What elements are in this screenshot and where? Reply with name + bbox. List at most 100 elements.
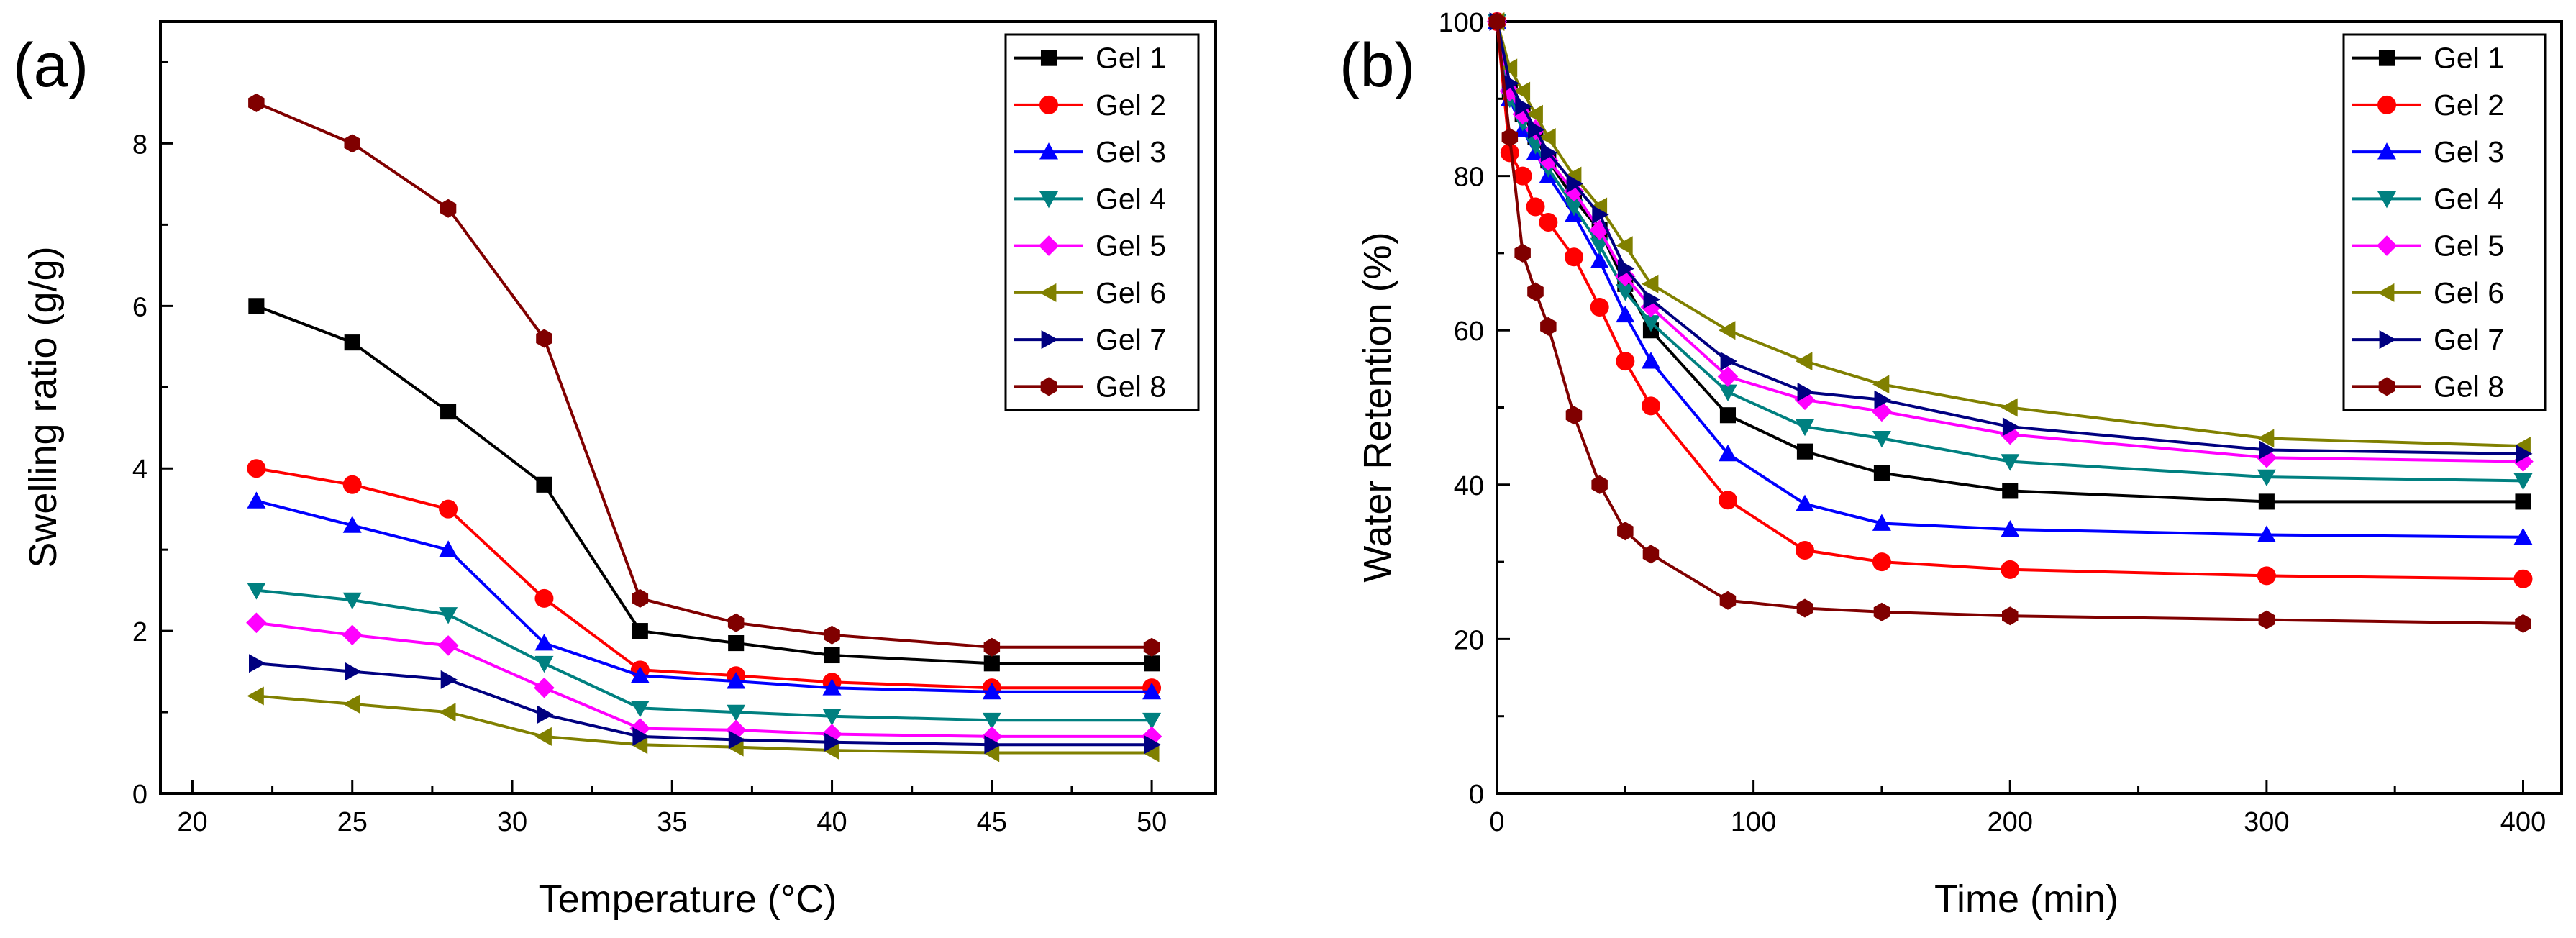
data-point: [1617, 522, 1634, 541]
data-point: [1796, 494, 1814, 511]
data-point: [440, 670, 458, 689]
y-tick-label: 6: [132, 292, 147, 322]
legend-marker: [2379, 330, 2396, 350]
legend-label: Gel 7: [1096, 323, 1166, 356]
data-point: [246, 612, 267, 634]
data-point: [1540, 317, 1557, 336]
panel-b-ticks: 0 100 200 300 400 0 20 40 60 80 100: [1439, 8, 2547, 837]
series-line: [256, 662, 1152, 747]
data-point: [1642, 545, 1660, 564]
data-point: [437, 635, 459, 656]
panel-a-series: [246, 93, 1162, 762]
legend-marker: [1040, 377, 1057, 396]
panel-b-legend: Gel 1 Gel 2 Gel 3 Gel 4 Gel 5 Gel 6 Gel 7 Gel 8: [2342, 33, 2547, 411]
data-point: [536, 476, 552, 493]
data-point: [1143, 637, 1160, 657]
data-point: [982, 712, 1001, 730]
y-tick-label: 40: [1454, 471, 1484, 501]
data-point: [342, 475, 362, 494]
data-point: [1526, 104, 1543, 124]
data-point: [2257, 429, 2275, 448]
data-point: [2002, 483, 2019, 499]
data-point: [344, 334, 360, 351]
x-tick-label: 35: [657, 807, 687, 837]
data-point: [984, 735, 1001, 755]
x-tick-label: 0: [1489, 807, 1504, 837]
legend-marker: [1039, 283, 1057, 302]
legend-box: [1004, 33, 1200, 411]
data-point: [1502, 73, 1519, 93]
data-point: [247, 583, 266, 600]
x-tick-label: 20: [177, 807, 207, 837]
data-point: [2515, 614, 2531, 633]
data-point: [632, 623, 648, 639]
legend-label: Gel 2: [1096, 88, 1166, 122]
legend-marker: [1039, 95, 1058, 114]
legend-item: Gel 1: [1014, 42, 1166, 75]
panel-b-x-axis-title: Time (min): [1934, 878, 2118, 921]
data-point: [534, 655, 554, 673]
x-tick-label: 40: [816, 807, 847, 837]
data-point: [1514, 243, 1531, 263]
panel-b: (b) 0 100 200 300 400 0 20 40 60 80 100 Gel 1 Gel 2…: [1339, 8, 2563, 921]
data-point: [630, 666, 650, 683]
series-gel-2: [1488, 12, 2533, 588]
x-tick-label: 100: [1731, 807, 1776, 837]
series-gel-6: [1488, 12, 2531, 456]
data-point: [632, 588, 649, 608]
data-point: [1527, 282, 1544, 301]
data-point: [2258, 610, 2275, 629]
data-point: [440, 199, 457, 218]
series-line: [256, 467, 1152, 690]
y-tick-label: 8: [132, 129, 147, 160]
data-point: [822, 678, 842, 696]
data-point: [2000, 424, 2021, 445]
data-point: [1566, 174, 1583, 193]
legend-item: Gel 7: [2352, 323, 2504, 356]
data-point: [2001, 454, 2020, 471]
data-point: [1564, 247, 1583, 267]
series-gel-2: [247, 459, 1162, 698]
legend-label: Gel 8: [2434, 370, 2504, 403]
legend-marker: [1039, 142, 1058, 160]
data-point: [1718, 491, 1737, 510]
data-point: [1615, 265, 1636, 287]
data-point: [1616, 352, 1635, 371]
data-point: [2257, 566, 2276, 586]
series-gel-6: [247, 686, 1160, 762]
data-point: [1590, 251, 1609, 268]
data-point: [1719, 591, 1737, 610]
data-point: [439, 703, 456, 722]
data-point: [342, 624, 363, 646]
data-point: [1526, 197, 1545, 217]
data-point: [2001, 398, 2018, 417]
panel-a-y-axis-title: Swelling ratio (g/g): [22, 246, 65, 568]
panel-a-x-axis-title: Temperature (°C): [539, 878, 837, 921]
legend-marker: [2377, 283, 2395, 302]
data-point: [1590, 298, 1609, 317]
data-point: [344, 134, 360, 153]
legend-marker: [1041, 330, 1058, 350]
data-point: [728, 730, 746, 750]
panel-a-label: (a): [13, 31, 88, 100]
data-point: [983, 655, 1000, 672]
data-point: [1617, 259, 1635, 278]
data-point: [1872, 375, 1890, 394]
data-point: [1873, 465, 1890, 481]
legend-label: Gel 2: [2434, 88, 2504, 122]
series-gel-7: [249, 654, 1162, 755]
data-point: [2513, 473, 2533, 491]
y-tick-label: 2: [132, 617, 147, 647]
data-point: [2513, 569, 2533, 588]
data-point: [534, 677, 555, 698]
data-point: [1796, 443, 1813, 460]
data-point: [982, 682, 1001, 700]
data-point: [727, 672, 746, 689]
data-point: [1142, 682, 1162, 700]
x-tick-label: 50: [1137, 807, 1167, 837]
data-point: [1528, 120, 1545, 140]
data-point: [1797, 383, 1814, 401]
data-point: [2001, 520, 2020, 537]
y-tick-label: 20: [1454, 625, 1484, 655]
data-point: [1500, 58, 1518, 78]
